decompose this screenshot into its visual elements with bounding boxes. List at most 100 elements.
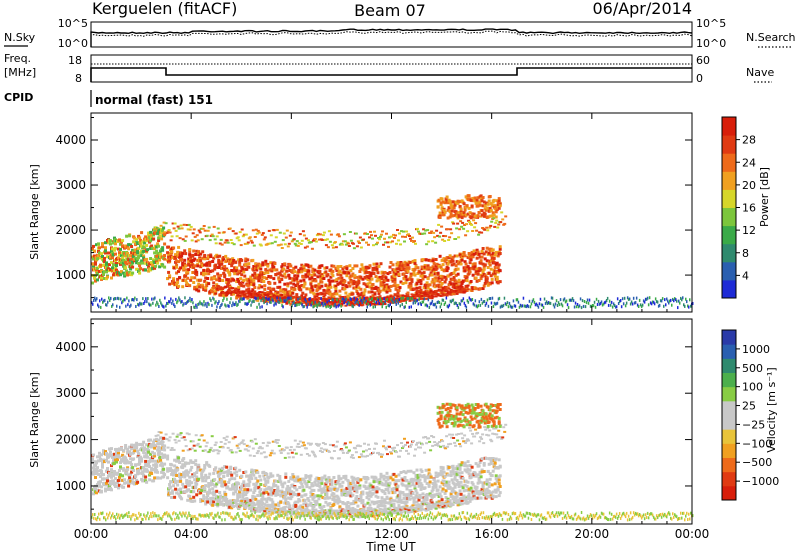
- echo-cell: [175, 263, 179, 267]
- echo-cell: [214, 484, 218, 488]
- echo-cell: [171, 222, 175, 225]
- echo-cell: [446, 262, 450, 266]
- echo-cell: [261, 501, 265, 505]
- echo-cell: [470, 204, 474, 208]
- echo-cell: [492, 198, 496, 202]
- echo-cell: [505, 303, 508, 307]
- echo-cell: [449, 228, 453, 231]
- echo-cell: [244, 233, 248, 236]
- echo-cell: [186, 283, 190, 286]
- echo-cell: [335, 268, 339, 272]
- echo-cell: [311, 298, 315, 301]
- echo-cell: [301, 485, 305, 489]
- echo-cell: [225, 239, 229, 242]
- echo-cell: [152, 233, 156, 237]
- echo-cell: [361, 303, 365, 306]
- echo-cell: [418, 286, 422, 290]
- echo-cell: [242, 471, 246, 474]
- echo-cell: [97, 254, 100, 258]
- echo-cell: [467, 266, 471, 270]
- echo-cell: [363, 477, 367, 481]
- echo-cell: [291, 304, 293, 308]
- echo-cell: [349, 482, 353, 485]
- echo-cell: [368, 482, 372, 486]
- echo-cell: [194, 485, 198, 489]
- echo-cell: [336, 267, 340, 271]
- echo-cell: [137, 270, 141, 273]
- echo-cell: [240, 474, 244, 478]
- echo-cell: [623, 296, 626, 300]
- echo-cell: [203, 487, 207, 491]
- echo-cell: [428, 296, 432, 299]
- echo-cell: [238, 263, 242, 267]
- echo-cell: [275, 302, 277, 306]
- echo-cell: [264, 262, 268, 266]
- echo-cell: [170, 250, 174, 254]
- echo-cell: [281, 239, 285, 242]
- echo-cell: [106, 275, 109, 279]
- echo-cell: [287, 274, 291, 278]
- echo-cell: [192, 228, 196, 231]
- echo-cell: [225, 267, 229, 271]
- echo-cell: [443, 240, 447, 242]
- echo-cell: [560, 302, 563, 306]
- echo-cell: [313, 273, 317, 277]
- echo-cell: [367, 302, 369, 306]
- echo-cell: [361, 297, 365, 300]
- echo-cell: [223, 273, 227, 277]
- colorbar-tick-label: 12: [742, 224, 756, 237]
- echo-cell: [279, 480, 283, 484]
- echo-cell: [379, 281, 383, 285]
- echo-cell: [362, 298, 364, 302]
- echo-cell: [315, 499, 319, 503]
- echo-cell: [437, 294, 441, 297]
- echo-cell: [343, 287, 347, 291]
- echo-cell: [421, 232, 424, 235]
- echo-cell: [242, 290, 246, 293]
- echo-cell: [398, 300, 402, 303]
- echo-cell: [319, 277, 323, 281]
- echo-cell: [389, 284, 393, 288]
- echo-cell: [217, 495, 221, 499]
- echo-cell: [214, 263, 218, 267]
- echo-cell: [229, 279, 233, 283]
- echo-cell: [459, 302, 462, 306]
- echo-cell: [390, 504, 394, 508]
- echo-cell: [188, 495, 192, 499]
- echo-cell: [163, 231, 167, 235]
- echo-cell: [474, 272, 478, 276]
- echo-cell: [429, 290, 433, 293]
- echo-cell: [216, 255, 220, 259]
- echo-cell: [320, 479, 324, 483]
- echo-cell: [122, 261, 126, 265]
- echo-cell: [260, 285, 264, 289]
- echo-cell: [197, 477, 201, 481]
- echo-cell: [130, 251, 134, 255]
- echo-cell: [235, 266, 239, 270]
- echo-cell: [300, 482, 304, 486]
- echo-cell: [338, 303, 340, 307]
- echo-cell: [124, 298, 126, 302]
- echo-cell: [382, 302, 384, 306]
- echo-cell: [397, 289, 401, 292]
- echo-cell: [391, 240, 394, 243]
- echo-cell: [291, 477, 295, 481]
- echo-cell: [381, 288, 385, 292]
- echo-cell: [306, 299, 310, 303]
- echo-cell: [650, 302, 653, 306]
- echo-cell: [391, 491, 395, 495]
- echo-cell: [338, 482, 342, 486]
- echo-cell: [366, 501, 370, 505]
- echo-cell: [366, 233, 369, 235]
- echo-cell: [344, 304, 348, 307]
- echo-cell: [447, 305, 450, 309]
- echo-cell: [341, 297, 343, 301]
- echo-cell: [101, 297, 103, 301]
- echo-cell: [461, 299, 464, 303]
- echo-cell: [442, 235, 446, 237]
- echo-cell: [267, 511, 271, 515]
- echo-cell: [439, 266, 443, 270]
- echo-cell: [397, 479, 401, 483]
- echo-cell: [451, 298, 454, 302]
